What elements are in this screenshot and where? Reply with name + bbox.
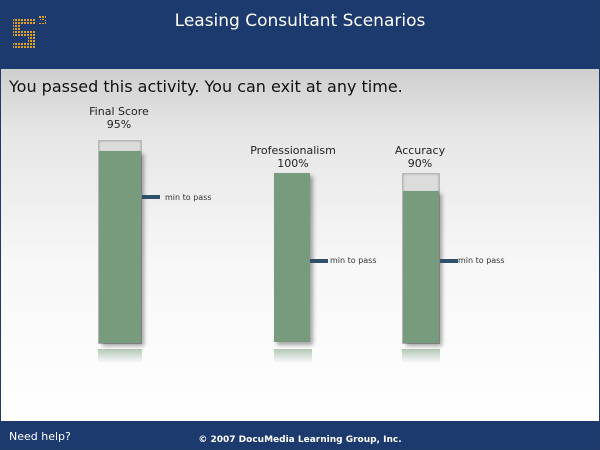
min-pass-label: min to pass	[165, 193, 212, 202]
score-name: Professionalism	[250, 144, 336, 157]
bar-reflection	[98, 349, 142, 363]
footer-bar: Need help? © 2007 DocuMedia Learning Gro…	[1, 421, 599, 449]
copyright-text: © 2007 DocuMedia Learning Group, Inc.	[198, 435, 402, 445]
score-bar-fill	[403, 190, 439, 343]
score-value: 100%	[277, 157, 309, 170]
score-name: Final Score	[89, 105, 149, 118]
score-name: Accuracy	[394, 144, 446, 157]
header-bar: Leasing Consultant Scenarios	[1, 1, 599, 69]
score-bar-fill	[99, 151, 141, 343]
min-pass-marker	[310, 259, 328, 263]
score-bar-accuracy	[402, 173, 440, 344]
score-value: 90%	[407, 157, 433, 170]
bar-reflection	[402, 349, 440, 363]
min-pass-marker	[440, 259, 458, 263]
score-bar-final	[98, 140, 142, 344]
score-bar-fill	[274, 173, 310, 342]
score-label-professionalism: Professionalism 100%	[233, 144, 353, 170]
page-title: Leasing Consultant Scenarios	[174, 11, 426, 31]
score-label-final: Final Score 95%	[59, 105, 179, 131]
min-pass-label: min to pass	[330, 256, 377, 265]
min-pass-label: min to pass	[458, 256, 505, 265]
score-value: 95%	[106, 118, 132, 131]
results-panel: You passed this activity. You can exit a…	[1, 69, 599, 421]
score-label-accuracy: Accuracy 90%	[360, 144, 480, 170]
score-bar-professionalism	[274, 173, 310, 342]
bar-reflection	[274, 349, 312, 363]
result-message: You passed this activity. You can exit a…	[9, 77, 403, 96]
need-help-link[interactable]: Need help?	[9, 430, 71, 443]
min-pass-marker	[142, 195, 160, 199]
s3-logo-icon	[13, 16, 46, 49]
